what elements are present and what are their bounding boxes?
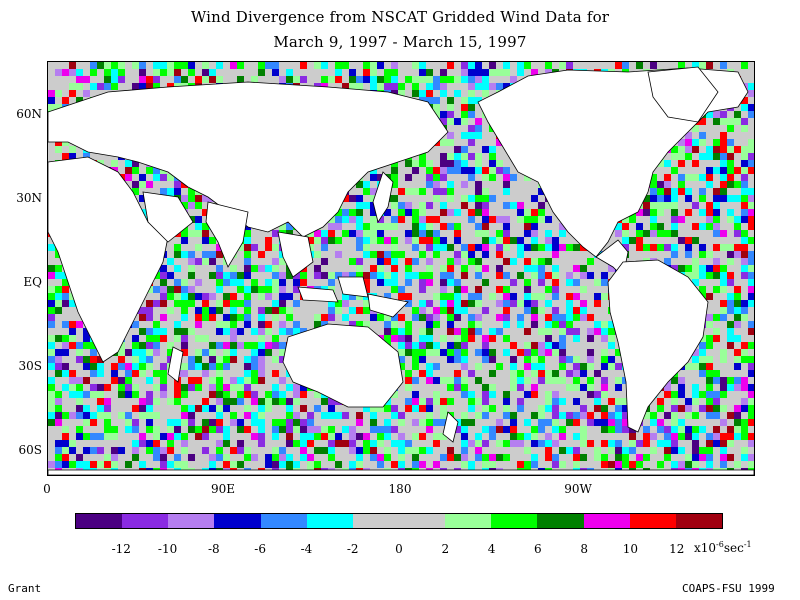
units-tail: sec [723,541,744,555]
map-panel [47,61,755,476]
colorbar-tick-label: 0 [395,542,403,556]
colorbar-segment [76,514,123,528]
lat-label-30s: 30S [18,359,43,373]
eurasia [48,81,449,238]
lon-label-90e: 90E [210,482,236,496]
colorbar-tick-label: -12 [111,542,131,556]
land-masses [48,66,754,475]
greenland [647,66,719,123]
colorbar-segment [168,514,215,528]
colorbar-tick-label: -10 [157,542,178,556]
chart-title-line-2: March 9, 1997 - March 15, 1997 [273,33,527,51]
southeast-asia [277,231,314,278]
author-credit: Grant [8,582,42,595]
colorbar-tick-label: -6 [254,542,266,556]
colorbar-segment [491,514,538,528]
colorbar-segment [445,514,492,528]
lon-label-0: 0 [43,482,51,496]
colorbar-tick-label: -8 [207,542,220,556]
indonesia-1 [297,286,339,303]
lat-label-30n: 30N [16,191,42,205]
colorbar-segment [398,514,446,528]
units-exponent: -6 [716,540,724,549]
units-tail-exponent: -1 [743,540,752,549]
colorbar-segment [675,514,722,528]
colorbar-tick-label: 6 [534,542,542,556]
colorbar-tick-label: 12 [669,542,685,556]
colorbar-tick-label: -4 [300,542,313,556]
lat-label-60s: 60S [18,443,43,457]
colorbar-segment [537,514,584,528]
colorbar-segment [260,514,307,528]
organization-credit: COAPS-FSU 1999 [682,582,775,595]
wind-divergence-map [48,62,754,475]
colorbar-units: x10-6sec-1 [694,540,752,555]
japan [372,171,394,223]
lon-label-180: 180 [388,482,412,496]
colorbar [75,513,723,529]
australia [282,323,404,408]
colorbar-tick-label: 8 [580,542,588,556]
chart-title-line-1: Wind Divergence from NSCAT Gridded Wind … [190,8,610,26]
units-base: x10 [694,541,717,555]
new-guinea [367,293,409,318]
india [205,201,249,268]
colorbar-segment [629,514,676,528]
arabia [142,191,194,243]
colorbar-tick-label: 4 [487,542,496,556]
madagascar [167,346,184,383]
colorbar-segment [122,514,169,528]
new-zealand [442,411,459,443]
lat-label-60n: 60N [16,107,42,121]
colorbar-segment [214,514,261,528]
antarctica-edge [48,469,754,475]
lat-label-eq: EQ [23,275,42,289]
south-america [607,259,709,433]
colorbar-tick-label: 2 [441,542,450,556]
colorbar-segment [583,514,630,528]
colorbar-tick-label: 10 [622,542,639,556]
africa [48,156,169,363]
lon-label-90w: 90W [564,482,592,496]
colorbar-tick-label: -2 [346,542,359,556]
colorbar-segment [352,514,399,528]
colorbar-segment [306,514,353,528]
